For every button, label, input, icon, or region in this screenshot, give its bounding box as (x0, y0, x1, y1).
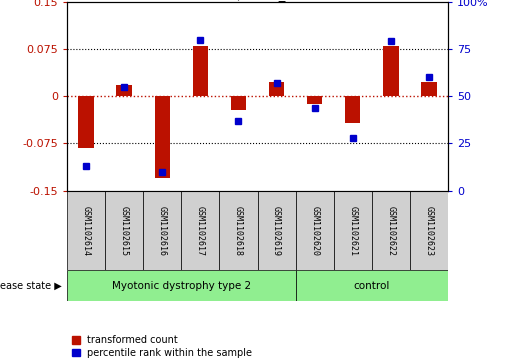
Bar (383, 46, 399, 96)
Bar (372, 191, 410, 270)
Bar (345, 96, 360, 123)
Text: GSM1102622: GSM1102622 (386, 205, 396, 256)
Bar (105, 191, 143, 270)
Bar (116, 85, 132, 96)
Bar (296, 270, 448, 301)
Bar (269, 82, 284, 96)
Text: GSM1102620: GSM1102620 (310, 205, 319, 256)
Bar (258, 191, 296, 270)
Text: GSM1102619: GSM1102619 (272, 205, 281, 256)
Text: disease state ▶: disease state ▶ (0, 281, 62, 291)
Text: GSM1102617: GSM1102617 (196, 205, 205, 256)
Text: GSM1102623: GSM1102623 (424, 205, 434, 256)
Text: Myotonic dystrophy type 2: Myotonic dystrophy type 2 (112, 281, 251, 291)
Bar (296, 191, 334, 270)
Bar (78, 96, 94, 148)
Bar (334, 191, 372, 270)
Bar (421, 82, 437, 96)
Bar (410, 191, 448, 270)
Bar (67, 191, 105, 270)
Bar (143, 191, 181, 270)
Text: GSM1102618: GSM1102618 (234, 205, 243, 256)
Bar (181, 191, 219, 270)
Legend: transformed count, percentile rank within the sample: transformed count, percentile rank withi… (72, 335, 252, 358)
Bar (219, 191, 258, 270)
Text: control: control (354, 281, 390, 291)
Bar (154, 96, 170, 178)
Title: GDS5276 / ILMN_1825513: GDS5276 / ILMN_1825513 (170, 0, 345, 1)
Bar (67, 270, 296, 301)
Text: GSM1102614: GSM1102614 (81, 205, 91, 256)
Bar (231, 96, 246, 110)
Text: GSM1102621: GSM1102621 (348, 205, 357, 256)
Bar (307, 96, 322, 104)
Text: GSM1102615: GSM1102615 (119, 205, 129, 256)
Text: GSM1102616: GSM1102616 (158, 205, 167, 256)
Bar (193, 46, 208, 96)
